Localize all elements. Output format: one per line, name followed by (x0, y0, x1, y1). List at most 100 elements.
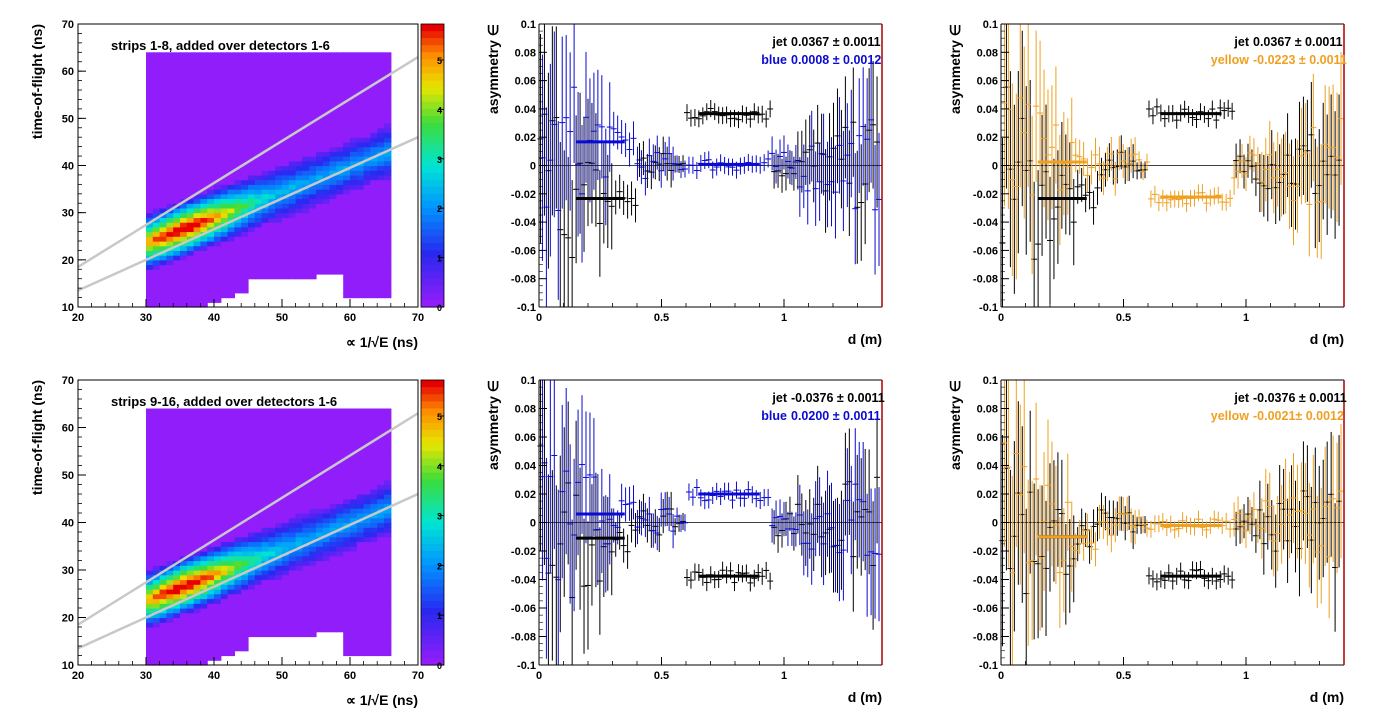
heat-cell (302, 141, 310, 148)
heat-cell (309, 71, 317, 77)
heat-cell (193, 241, 201, 247)
y-axis-label: time-of-flight (ns) (29, 24, 45, 139)
heat-cell (370, 104, 378, 110)
heat-cell (363, 627, 371, 633)
heat-cell (309, 631, 317, 638)
heat-cell (254, 170, 263, 176)
heat-cell (343, 465, 351, 471)
heat-cell (207, 193, 215, 200)
heat-cell (152, 99, 161, 105)
heat-cell (322, 269, 331, 275)
heat-cell (350, 631, 358, 638)
heat-cell (220, 437, 229, 443)
heat-cell (207, 212, 215, 218)
legend-value-jet: 0.0367 ± 0.0011 (1253, 35, 1343, 49)
heat-cell (220, 418, 229, 424)
heat-cell (173, 288, 181, 294)
heat-cell (248, 422, 256, 429)
heat-cell (322, 437, 331, 443)
heat-cell (350, 441, 358, 448)
heat-cell (350, 269, 358, 275)
heat-cell (343, 212, 351, 218)
heat-cell (214, 456, 222, 462)
heat-cell (146, 174, 154, 181)
heat-cell (146, 650, 154, 657)
heat-cell (186, 503, 195, 509)
heat-cell (309, 160, 317, 167)
heat-cell (146, 565, 154, 571)
heat-cell (152, 555, 161, 562)
legend-label-yellow: yellow (1211, 53, 1249, 67)
heat-cell (200, 560, 208, 566)
heat-cell (363, 250, 371, 256)
heat-cell (254, 527, 263, 533)
heat-cell (282, 170, 290, 176)
heat-cell (350, 603, 358, 609)
heat-cell (173, 198, 181, 204)
heat-cell (241, 127, 249, 134)
heat-cell (146, 141, 154, 148)
heat-cell (166, 292, 174, 299)
heat-cell (302, 137, 310, 143)
heat-cell (336, 494, 344, 500)
heat-cell (200, 236, 208, 242)
heat-cell (322, 123, 331, 129)
heat-cell (288, 536, 297, 543)
heat-cell (248, 446, 256, 452)
heat-cell (329, 118, 337, 124)
heat-cell (180, 259, 188, 266)
asym1b-panel: 0 0.5 10.10.080.060.040.020-0.02-0.04-0.06… (485, 19, 883, 347)
heat-cell (254, 108, 263, 115)
heat-cell (275, 57, 283, 63)
heat-cell (268, 231, 276, 237)
heat-cell (329, 470, 337, 476)
heat-cell (152, 90, 161, 96)
heat-cell (350, 193, 358, 200)
heat-cell (288, 532, 297, 538)
heat-cell (295, 551, 303, 557)
heat-cell (295, 479, 303, 486)
heat-cell (220, 250, 229, 256)
heat-cell (288, 584, 297, 590)
heat-cell (261, 574, 269, 581)
heat-cell (261, 627, 269, 633)
heat-cell (384, 522, 392, 528)
heat-cell (295, 593, 303, 600)
heat-cell (180, 460, 188, 467)
heat-cell (146, 655, 154, 661)
heat-cell (316, 146, 324, 152)
heat-cell (200, 532, 208, 538)
heat-cell (343, 104, 351, 110)
heat-cell (241, 269, 249, 275)
heat-cell (152, 132, 161, 138)
heat-cell (370, 536, 378, 543)
heat-cell (241, 465, 249, 471)
heat-cell (377, 174, 385, 181)
heat-cell (288, 226, 297, 233)
heat-cell (384, 560, 392, 566)
heat-cell (370, 617, 378, 623)
heat-cell (248, 104, 256, 110)
heat-cell (261, 608, 269, 614)
heat-cell (302, 617, 310, 623)
heat-cell (282, 274, 290, 280)
heat-cell (200, 513, 208, 519)
heat-cell (343, 118, 351, 124)
legend-label-blue: blue (761, 53, 787, 67)
heat-cell (384, 446, 392, 452)
colorbar-cell (421, 657, 444, 666)
heat-cell (214, 522, 222, 528)
heat-cell (350, 541, 358, 547)
heat-cell (350, 198, 358, 204)
heat-cell (302, 94, 310, 101)
heat-cell (193, 217, 201, 223)
heat-cell (275, 451, 283, 457)
heat-cell (336, 160, 344, 167)
heat-cell (282, 179, 290, 185)
heat-cell (316, 222, 324, 228)
heat-cell (227, 108, 235, 115)
heat-cell (322, 627, 331, 633)
heat-cell (309, 165, 317, 171)
heat-cell (241, 61, 249, 67)
